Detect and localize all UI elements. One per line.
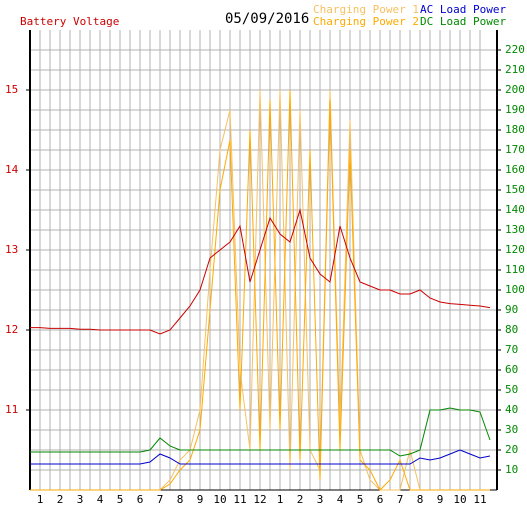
y2-tick-label: 110 — [505, 263, 525, 276]
x-tick-label: 5 — [357, 493, 364, 506]
y-tick-label: 11 — [5, 403, 18, 416]
x-tick-label: 7 — [157, 493, 164, 506]
y2-tick-label: 40 — [505, 403, 518, 416]
y2-tick-label: 50 — [505, 383, 518, 396]
x-tick-label: 3 — [317, 493, 324, 506]
legend-label: Battery Voltage — [20, 15, 119, 28]
series-line — [30, 449, 491, 465]
x-tick-label: 1 — [277, 493, 284, 506]
chart-date: 05/09/2016 — [225, 11, 309, 27]
series-line — [30, 407, 491, 457]
x-tick-label: 1 — [37, 493, 44, 506]
x-tick-label: 12 — [253, 493, 266, 506]
x-tick-label: 5 — [117, 493, 124, 506]
x-tick-label: 9 — [437, 493, 444, 506]
y2-tick-label: 100 — [505, 283, 525, 296]
x-tick-label: 8 — [417, 493, 424, 506]
x-tick-label: 6 — [377, 493, 384, 506]
y2-tick-label: 80 — [505, 323, 518, 336]
legend-label: AC Load Power — [420, 3, 506, 16]
y2-tick-label: 70 — [505, 343, 518, 356]
y2-tick-label: 60 — [505, 363, 518, 376]
x-tick-label: 9 — [197, 493, 204, 506]
y2-tick-label: 160 — [505, 163, 525, 176]
y2-tick-label: 210 — [505, 63, 525, 76]
x-tick-label: 6 — [137, 493, 144, 506]
x-tick-label: 2 — [57, 493, 64, 506]
y2-tick-label: 140 — [505, 203, 525, 216]
y-tick-label: 12 — [5, 323, 18, 336]
y2-tick-label: 20 — [505, 443, 518, 456]
x-tick-label: 4 — [337, 493, 344, 506]
y2-tick-label: 150 — [505, 183, 525, 196]
series-line — [30, 208, 491, 335]
x-tick-label: 10 — [453, 493, 466, 506]
y2-tick-label: 180 — [505, 123, 525, 136]
y-tick-label: 15 — [5, 83, 18, 96]
x-tick-label: 3 — [77, 493, 84, 506]
y2-tick-label: 220 — [505, 43, 525, 56]
x-tick-label: 4 — [97, 493, 104, 506]
y2-tick-label: 90 — [505, 303, 518, 316]
x-tick-label: 8 — [177, 493, 184, 506]
y2-tick-label: 200 — [505, 83, 525, 96]
x-tick-label: 11 — [473, 493, 486, 506]
legend-label: Charging Power 1 — [313, 3, 419, 16]
x-tick-label: 10 — [213, 493, 226, 506]
x-tick-label: 11 — [233, 493, 246, 506]
legend-label: DC Load Power — [420, 15, 506, 28]
y-tick-label: 14 — [5, 163, 19, 176]
y-tick-label: 13 — [5, 243, 18, 256]
y2-tick-label: 30 — [505, 423, 518, 436]
y2-tick-label: 120 — [505, 243, 525, 256]
y2-tick-label: 170 — [505, 143, 525, 156]
y2-tick-label: 130 — [505, 223, 525, 236]
legend-label: Charging Power 2 — [313, 15, 419, 28]
y2-tick-label: 10 — [505, 463, 518, 476]
x-tick-label: 2 — [297, 493, 304, 506]
y2-tick-label: 190 — [505, 103, 525, 116]
x-tick-label: 7 — [397, 493, 404, 506]
